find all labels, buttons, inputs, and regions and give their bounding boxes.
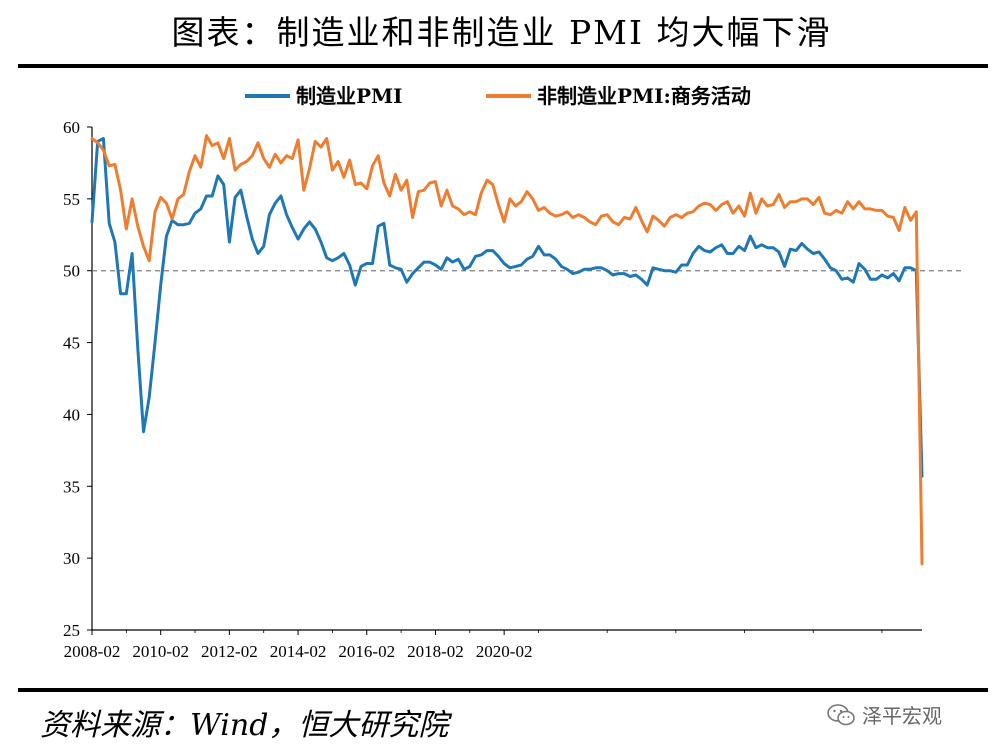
x-tick-label: 2016-02 — [338, 642, 395, 661]
watermark: 泽平宏观 — [826, 700, 942, 729]
series-line-manufacturing — [90, 137, 924, 478]
legend: 制造业PMI 非制造业PMI:商务活动 — [245, 84, 751, 108]
x-tick-label: 2020-02 — [476, 642, 533, 661]
x-tick-label: 2012-02 — [201, 642, 258, 661]
watermark-text: 泽平宏观 — [862, 704, 942, 728]
y-tick-label: 60 — [63, 118, 80, 137]
top-rule — [18, 64, 988, 68]
x-tick-label: 2010-02 — [132, 642, 189, 661]
wechat-icon — [827, 703, 855, 725]
axes — [87, 126, 922, 635]
series-line-non-manufacturing — [90, 134, 924, 566]
y-tick-label: 40 — [63, 405, 80, 424]
x-tick-label: 2018-02 — [407, 642, 464, 661]
legend-label-manufacturing: 制造业PMI — [296, 84, 403, 108]
y-tick-label: 35 — [63, 477, 80, 496]
legend-label-non-manufacturing: 非制造业PMI:商务活动 — [537, 84, 751, 108]
y-tick-label: 45 — [63, 334, 80, 353]
x-tick-label: 2014-02 — [270, 642, 327, 661]
pmi-line-chart: 制造业PMI 非制造业PMI:商务活动 25 30 35 40 45 50 55 60 2008… — [63, 84, 962, 661]
y-tick-label: 30 — [63, 549, 80, 568]
source-note: 资料来源：Wind，恒大研究院 — [40, 708, 449, 743]
chart-title: 图表：制造业和非制造业 PMI 均大幅下滑 — [171, 13, 832, 52]
bottom-rule — [18, 688, 988, 692]
x-tick-label: 2008-02 — [64, 642, 121, 661]
y-tick-label: 50 — [63, 262, 80, 281]
y-tick-label: 55 — [63, 190, 80, 209]
series-group — [90, 134, 924, 566]
tick-labels: 25 30 35 40 45 50 55 60 2008-02 2010-02 2012-02 201… — [63, 118, 532, 661]
y-tick-label: 25 — [63, 621, 80, 640]
